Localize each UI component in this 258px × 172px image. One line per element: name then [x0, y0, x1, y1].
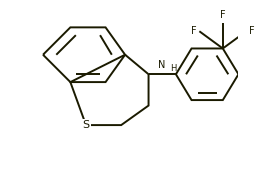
Text: S: S — [83, 120, 90, 130]
Text: N: N — [158, 60, 166, 70]
Text: F: F — [220, 10, 226, 20]
Text: H: H — [170, 64, 176, 73]
Text: F: F — [191, 26, 196, 36]
Text: F: F — [249, 26, 255, 36]
